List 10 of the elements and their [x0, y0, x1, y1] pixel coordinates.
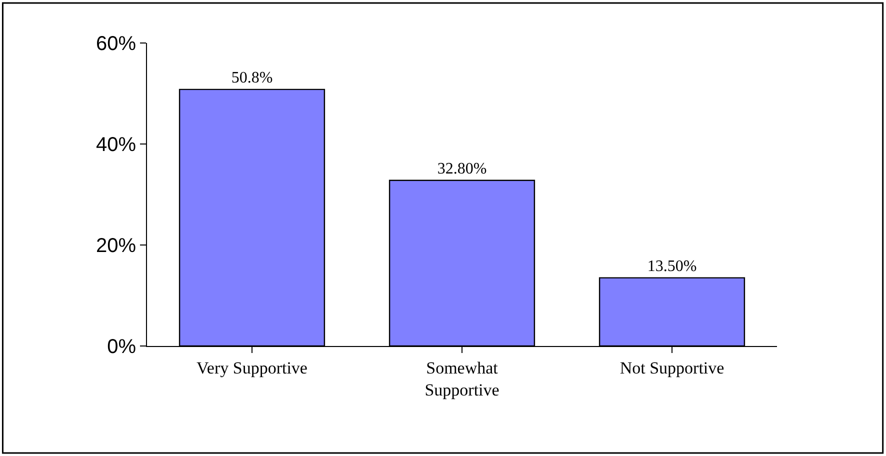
y-tick-label: 40% — [96, 134, 136, 156]
y-tick-label: 60% — [96, 33, 136, 55]
x-tick-label: Very Supportive — [196, 358, 308, 378]
y-tick-label: 0% — [107, 336, 136, 358]
x-tick-label: Somewhat Supportive — [424, 358, 500, 400]
data-label: 13.50% — [647, 258, 697, 275]
data-label: 50.8% — [231, 69, 273, 86]
y-tick-label: 20% — [96, 235, 136, 257]
data-label: 32.80% — [437, 160, 487, 178]
x-tick-label: Not Supportive — [620, 358, 724, 378]
